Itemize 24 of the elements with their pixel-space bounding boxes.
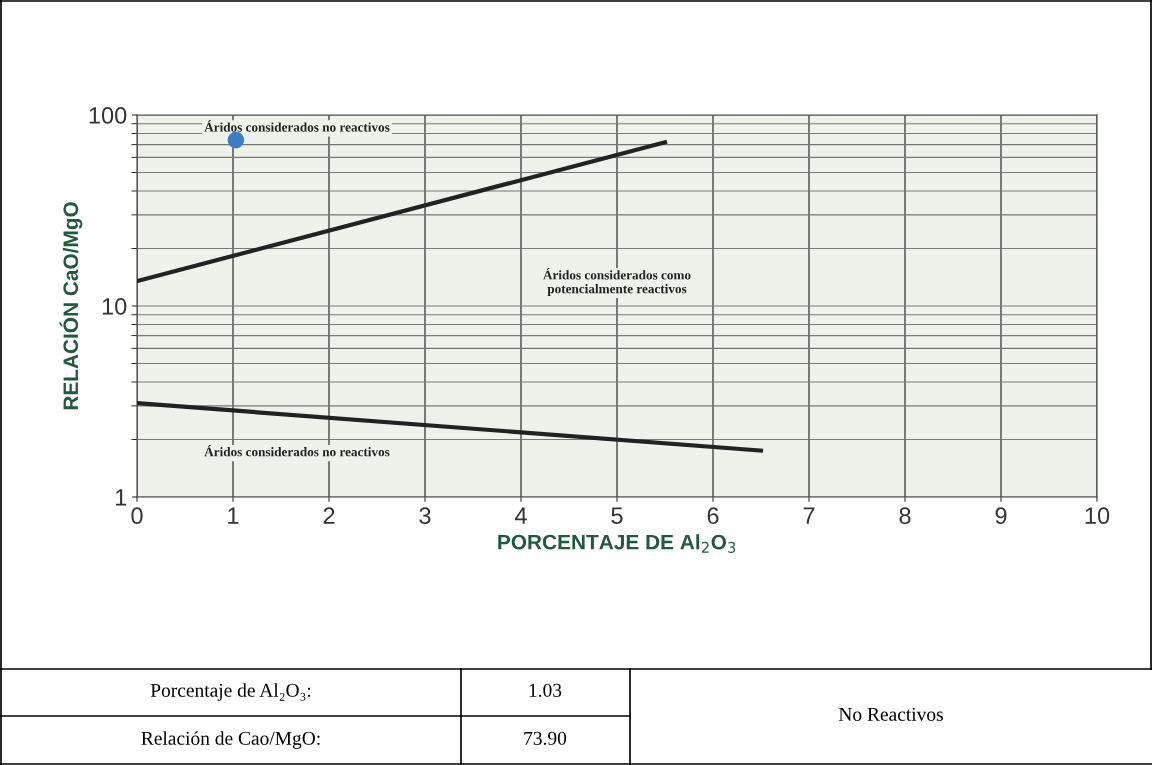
x-tick-label: 5 [611, 507, 623, 525]
x-tick-label: 6 [707, 507, 719, 525]
x-axis-title: PORCENTAJE DE Al$_{2}$O$_{3}$ [498, 534, 736, 553]
text: No Reactivos [838, 707, 943, 721]
annotation: Áridos considerados no reactivos [204, 120, 390, 132]
x-tick-label: 9 [995, 507, 1007, 525]
x-tick-label: 10 [1085, 507, 1110, 525]
y-tick-label: 10 [102, 298, 127, 315]
x-tick-label: 2 [323, 507, 335, 524]
y-tick-label: 100 [89, 107, 127, 124]
x-tick-label: 3 [419, 507, 431, 525]
annotation: Áridos considerados como potencialmente reactivos [543, 268, 691, 296]
x-tick-label: 0 [131, 507, 143, 525]
y-axis-title: RELACIÓN CaO/MgO [59, 202, 83, 410]
y-tick-label: 1 [115, 489, 127, 506]
text: Relación de Cao/MgO: [141, 731, 320, 749]
annotation: Áridos considerados no reactivos [204, 444, 390, 457]
text: Porcentaje de Al₂O₃: [150, 683, 311, 701]
text: 1.03 [529, 683, 562, 697]
x-tick-label: 1 [228, 507, 239, 524]
x-tick-label: 7 [803, 507, 815, 524]
x-tick-label: 8 [899, 507, 911, 525]
x-tick-label: 4 [514, 507, 527, 524]
text: 73.90 [524, 731, 567, 745]
